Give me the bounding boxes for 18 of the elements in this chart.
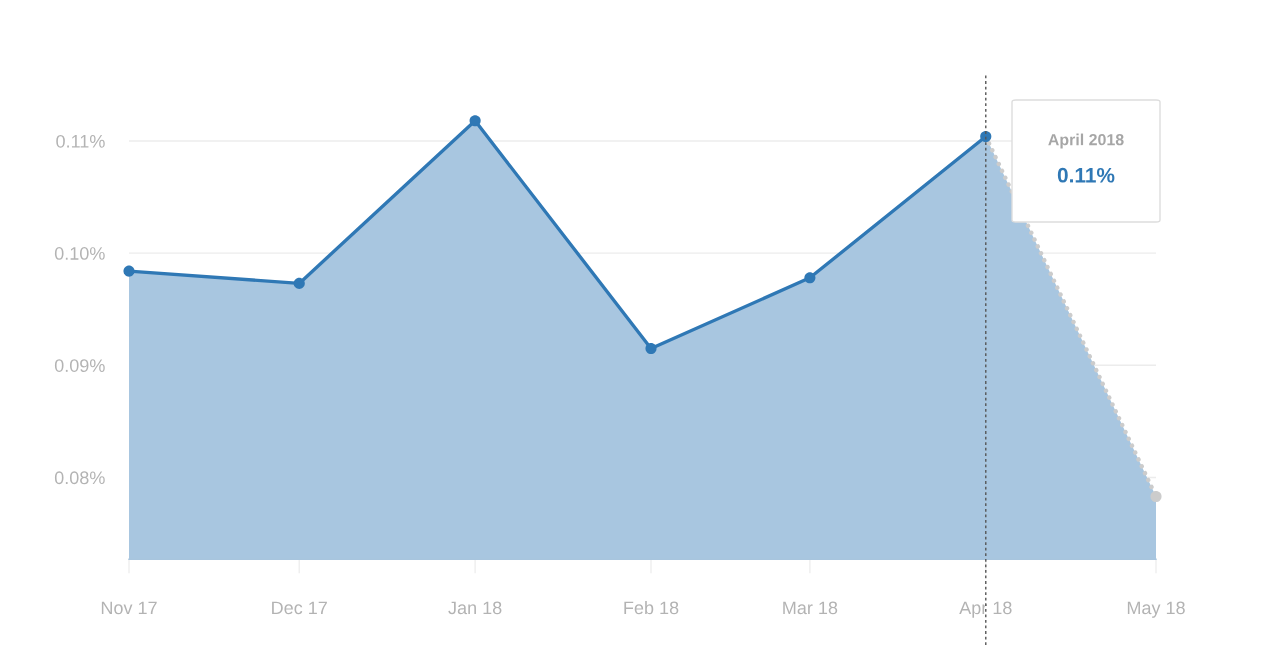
y-tick-label: 0.09% <box>54 359 105 372</box>
y-tick-label: 0.08% <box>54 471 105 485</box>
point <box>293 277 305 289</box>
x-tick-label: Nov 17 <box>101 601 157 615</box>
x-tick-label: Mar 18 <box>783 601 838 615</box>
point <box>469 115 481 127</box>
point <box>645 342 657 355</box>
x-tick-label: Dec 17 <box>272 601 327 615</box>
x-tick-label: Jan 18 <box>448 601 502 615</box>
y-tick-label: 0.11% <box>56 134 105 148</box>
point <box>804 272 816 284</box>
annotation: April 2018 <box>1048 133 1124 149</box>
annotation: 0.11% <box>1057 167 1115 183</box>
point <box>123 265 135 277</box>
y-tick-label: 0.10% <box>54 247 105 260</box>
x-tick-label: May 18 <box>1127 601 1185 618</box>
x-tick-label: Apr 18 <box>959 601 1012 618</box>
x-tick-label: Feb 18 <box>624 600 679 615</box>
